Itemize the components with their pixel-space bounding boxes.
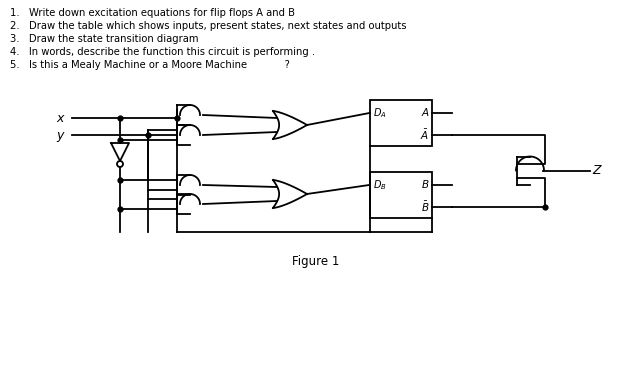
Text: A: A <box>422 108 429 118</box>
Text: x: x <box>57 112 64 124</box>
Text: Z: Z <box>592 164 600 177</box>
Text: 5.   Is this a Mealy Machine or a Moore Machine            ?: 5. Is this a Mealy Machine or a Moore Ma… <box>10 60 290 70</box>
Text: 2.   Draw the table which shows inputs, present states, next states and outputs: 2. Draw the table which shows inputs, pr… <box>10 21 406 31</box>
Text: y: y <box>57 128 64 142</box>
Text: B: B <box>422 180 429 190</box>
Text: 3.   Draw the state transition diagram: 3. Draw the state transition diagram <box>10 34 198 44</box>
Text: 1.   Write down excitation equations for flip flops A and B: 1. Write down excitation equations for f… <box>10 8 295 18</box>
Text: $D_A$: $D_A$ <box>373 106 387 120</box>
Text: $D_B$: $D_B$ <box>373 178 387 192</box>
Text: $\bar{A}$: $\bar{A}$ <box>420 128 429 142</box>
Text: $\bar{B}$: $\bar{B}$ <box>420 199 429 214</box>
Bar <box>370 172 432 218</box>
Bar <box>370 100 432 146</box>
Text: 4.   In words, describe the function this circuit is performing .: 4. In words, describe the function this … <box>10 47 315 57</box>
Text: Figure 1: Figure 1 <box>293 255 339 268</box>
